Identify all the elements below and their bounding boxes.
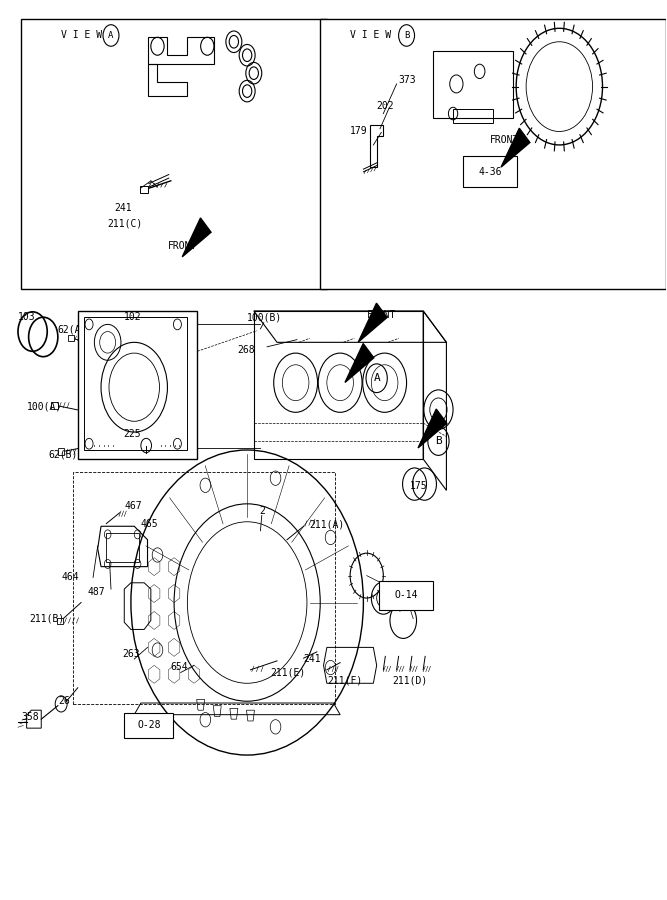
Text: 263: 263: [122, 649, 140, 659]
Text: 211(D): 211(D): [392, 676, 427, 686]
Polygon shape: [182, 218, 211, 256]
Text: 225: 225: [123, 428, 141, 439]
Text: 100(B): 100(B): [247, 312, 282, 322]
Bar: [105, 534, 139, 562]
Text: 241: 241: [303, 654, 321, 664]
Bar: [78, 310, 197, 459]
Text: 268: 268: [237, 345, 255, 355]
Bar: [73, 472, 336, 704]
Text: 102: 102: [124, 312, 142, 322]
Text: 103: 103: [18, 312, 35, 322]
Text: 241: 241: [114, 202, 132, 212]
Text: 62(A): 62(A): [58, 325, 87, 335]
Text: 211(B): 211(B): [29, 614, 65, 624]
Text: 211(A): 211(A): [309, 519, 344, 529]
Text: 4-36: 4-36: [478, 166, 502, 177]
Bar: [453, 109, 493, 122]
Text: 62(B): 62(B): [48, 449, 77, 460]
Text: 487: 487: [88, 587, 105, 597]
Text: 358: 358: [21, 713, 39, 723]
Text: 211(C): 211(C): [107, 219, 143, 229]
Text: FRONT: FRONT: [367, 310, 396, 320]
Text: B: B: [435, 436, 442, 446]
Text: O-28: O-28: [137, 720, 161, 731]
Polygon shape: [418, 410, 447, 448]
Bar: [139, 186, 147, 194]
Bar: [57, 617, 63, 624]
Text: 179: 179: [350, 127, 368, 137]
Bar: [21, 19, 327, 289]
Text: V I E W: V I E W: [350, 31, 392, 40]
Text: 100(A): 100(A): [27, 402, 62, 412]
Bar: [320, 19, 666, 289]
Text: 373: 373: [399, 76, 416, 86]
Text: A: A: [108, 31, 113, 40]
Text: FRONT: FRONT: [167, 241, 197, 251]
Text: FRONT: FRONT: [490, 135, 519, 145]
FancyBboxPatch shape: [380, 581, 433, 609]
Text: 202: 202: [377, 102, 394, 112]
Text: 654: 654: [171, 662, 188, 672]
Text: 211(E): 211(E): [270, 668, 305, 678]
Text: B: B: [404, 31, 410, 40]
Bar: [433, 50, 513, 118]
Polygon shape: [501, 128, 530, 167]
Polygon shape: [345, 344, 374, 382]
Polygon shape: [358, 303, 387, 342]
Bar: [58, 448, 65, 455]
Text: 465: 465: [141, 518, 159, 528]
FancyBboxPatch shape: [463, 156, 518, 187]
Text: 464: 464: [61, 572, 79, 582]
Bar: [51, 401, 58, 409]
Text: 211(F): 211(F): [327, 676, 362, 686]
Text: V I E W: V I E W: [61, 31, 102, 40]
FancyBboxPatch shape: [124, 713, 173, 738]
Text: A: A: [374, 374, 380, 383]
Text: 467: 467: [124, 500, 142, 510]
Bar: [85, 317, 187, 450]
Text: 175: 175: [410, 481, 428, 491]
Bar: [68, 335, 74, 341]
Text: 26: 26: [58, 697, 69, 706]
Text: 2: 2: [259, 506, 265, 516]
Text: O-14: O-14: [395, 590, 418, 600]
